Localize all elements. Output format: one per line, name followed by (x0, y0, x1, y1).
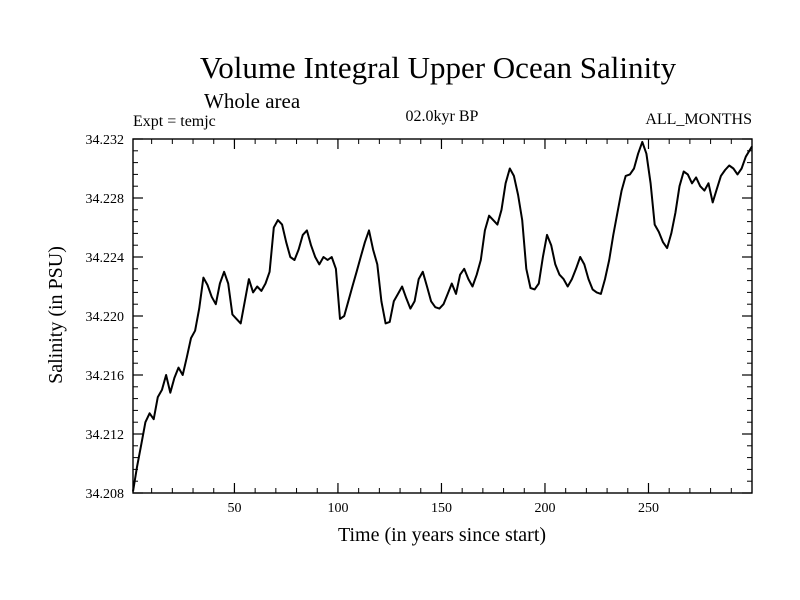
y-tick-label: 34.208 (86, 487, 125, 502)
y-tick-label: 34.212 (86, 428, 125, 443)
x-axis-label: Time (in years since start) (338, 524, 546, 546)
x-tick-label: 250 (638, 501, 659, 516)
tick-labels: 50 100 150 200 250 34.208 34.212 34.216 34.220 34… (86, 133, 659, 516)
x-tick-label: 100 (327, 501, 348, 516)
series-layer (132, 140, 753, 492)
y-tick-label: 34.228 (86, 192, 125, 207)
experiment-label: Expt = temjc (133, 113, 216, 130)
chart-title: Volume Integral Upper Ocean Salinity (200, 50, 677, 85)
y-axis-label: Salinity (in PSU) (45, 246, 67, 384)
x-tick-label: 200 (534, 501, 555, 516)
series-line-0 (132, 140, 753, 492)
chart-subtitle: Whole area (204, 89, 301, 113)
plot-frame (132, 138, 753, 494)
x-tick-label: 150 (431, 501, 452, 516)
months-label: ALL_MONTHS (645, 111, 752, 128)
x-tick-label: 50 (227, 501, 241, 516)
y-tick-label: 34.220 (86, 310, 125, 325)
y-tick-label: 34.224 (86, 251, 125, 266)
y-tick-label: 34.232 (86, 133, 125, 148)
y-tick-label: 34.216 (86, 369, 125, 384)
period-label: 02.0kyr BP (406, 108, 479, 125)
